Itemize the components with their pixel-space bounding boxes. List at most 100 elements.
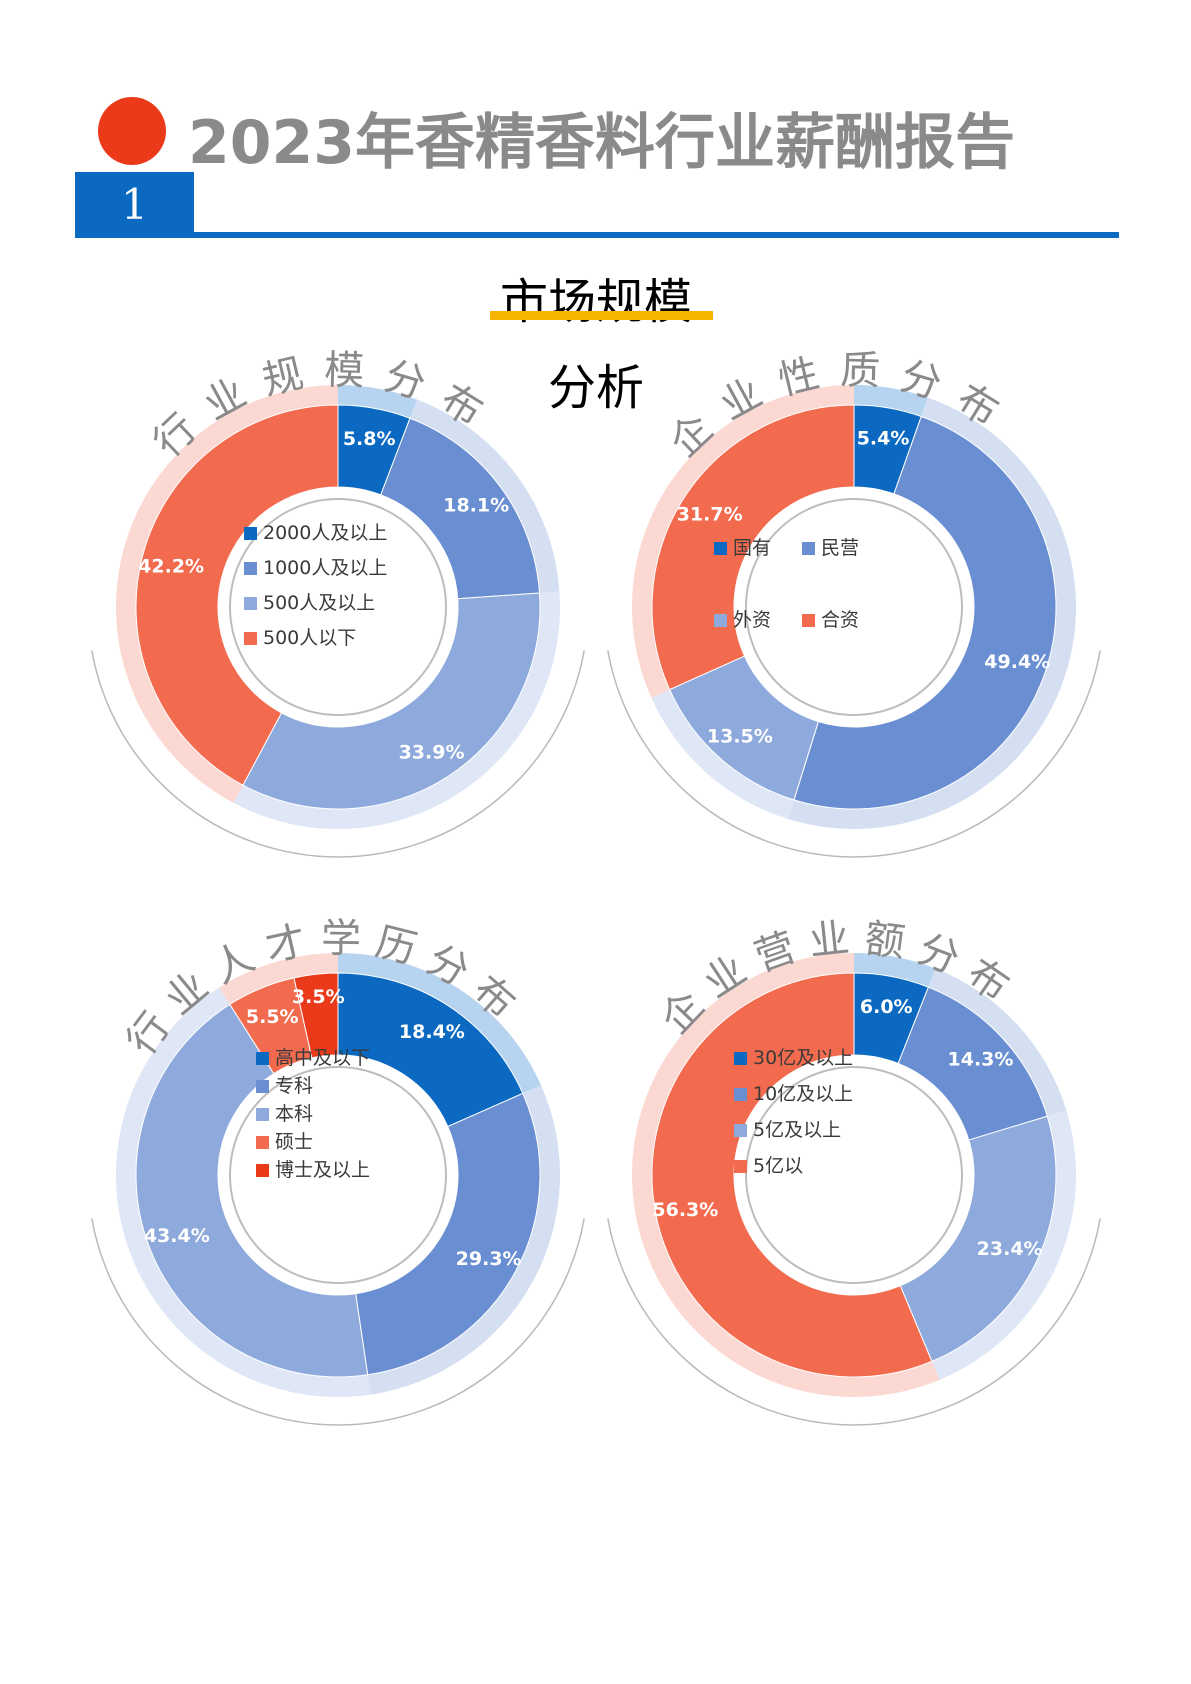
legend-swatch [256,1136,269,1149]
data-label-3: 13.5% [707,726,773,748]
data-label-4: 42.2% [138,555,204,577]
legend-swatch [734,1160,747,1173]
data-label-2: 29.3% [456,1248,522,1270]
legend-swatch [256,1052,269,1065]
chart-enterprise-nature: 5.4% 49.4% 13.5% 31.7% 企业性质分布 国有 民营 外资 合资 [584,345,1124,865]
legend-swatch [802,614,815,627]
legend-swatch [714,542,727,555]
data-label-3: 33.9% [399,741,465,763]
legend-label: 博士及以上 [275,1159,371,1181]
donut-hole [218,1055,458,1295]
data-label-3: 43.4% [144,1225,210,1247]
legend-swatch [244,597,257,610]
report-title: 2023年香精香料行业薪酬报告 [188,108,1015,178]
legend-swatch [256,1108,269,1121]
data-label-4: 56.3% [652,1199,718,1221]
chart-industry-scale-svg: 5.8%18.1%33.9%42.2%行业规模分布 [91,348,585,858]
legend-label: 500人及以上 [263,592,376,614]
chart-enterprise-revenue: 6.0% 14.3% 23.4% 56.3% 企业营业额分布 30亿及以上 10亿及以上 5… [584,913,1124,1433]
legend-label: 国有 [733,537,772,559]
inner-ring [229,1066,447,1284]
data-label-2: 14.3% [948,1048,1014,1070]
legend-item: 10亿及以上 [734,1083,853,1105]
legend-label: 硕士 [275,1131,314,1153]
legend-label: 民营 [821,537,860,559]
halo-segment-4 [219,958,295,1007]
chart-title-char: 性 [774,350,824,404]
legend-item: 本科 [256,1103,313,1125]
title-bullet-dot [98,97,166,165]
data-label-4: 31.7% [677,503,743,525]
section-title-highlight [490,311,713,320]
inner-ring [745,498,963,716]
legend-item: 500人以下 [244,627,356,649]
halo-segment-4 [632,385,854,698]
donut-hole [734,487,974,727]
legend-swatch [802,542,815,555]
section-number-tab: 1 [75,172,194,238]
legend-label: 2000人及以上 [263,522,388,544]
halo-segment-3 [233,591,560,829]
legend-swatch [734,1124,747,1137]
legend-item: 硕士 [256,1131,313,1153]
chart-title-char: 质 [840,348,881,395]
legend-item: 专科 [256,1075,313,1097]
chart-title-char: 才 [261,918,310,972]
outer-frame-arc [607,650,1101,858]
legend-swatch [256,1164,269,1177]
section-divider-line [75,232,1119,238]
legend-swatch [256,1080,269,1093]
legend-swatch [714,614,727,627]
legend-swatch [244,527,257,540]
legend-label: 500人以下 [263,627,357,649]
chart-enterprise-revenue-svg: 6.0%14.3%23.4%56.3%企业营业额分布 [607,915,1101,1426]
inner-ring [229,498,447,716]
inner-ring [745,1066,963,1284]
legend-item: 500人及以上 [244,592,375,614]
legend-swatch [244,632,257,645]
chart-talent-education: 18.4% 29.3% 43.4% 5.5% 3.5% 行业人才学历分布 高中及以下 专科本… [68,913,608,1433]
chart-talent-education-svg: 18.4%29.3%43.4%5.5%3.5%行业人才学历分布 [91,916,585,1426]
legend-label: 5亿以 [753,1155,804,1177]
data-label-1: 5.4% [857,427,910,449]
data-label-4: 5.5% [246,1006,299,1028]
legend-item: 1000人及以上 [244,557,387,579]
legend-swatch [734,1052,747,1065]
legend-label: 高中及以下 [275,1047,371,1069]
legend-label: 30亿及以上 [753,1047,854,1069]
legend-item: 博士及以上 [256,1159,370,1181]
chart-title-char: 学 [321,916,362,963]
section-subtitle: 分析 [548,360,645,416]
chart-title-char: 额 [862,916,908,967]
legend-swatch [734,1088,747,1101]
chart-enterprise-nature-svg: 5.4%49.4%13.5%31.7%企业性质分布 [607,348,1101,858]
data-label-5: 3.5% [292,986,345,1008]
legend-item: 2000人及以上 [244,522,387,544]
chart-title-char: 业 [807,915,852,965]
halo-segment-1 [854,953,936,990]
legend-item: 5亿及以上 [734,1119,841,1141]
legend-item: 30亿及以上 [734,1047,853,1069]
legend-swatch [244,562,257,575]
legend-item: 5亿以 [734,1155,803,1177]
legend-label: 10亿及以上 [753,1083,854,1105]
halo-segment-2 [409,399,560,594]
halo-segment-4 [116,385,338,803]
outer-frame-arc [607,1218,1101,1426]
data-label-1: 18.4% [399,1021,465,1043]
section-title: 市场规模 [500,274,693,330]
outer-frame-arc [91,1218,585,1426]
legend-item: 国有 [714,537,771,559]
chart-title-char: 历 [371,919,421,973]
chart-industry-scale: 5.8% 18.1% 33.9% 42.2% 行业规模分布 2000人及以上 1000人及… [68,345,608,865]
legend-label: 专科 [275,1075,314,1097]
legend-label: 合资 [821,609,860,631]
halo-segment-1 [338,385,418,421]
legend-item: 民营 [802,537,859,559]
section-number: 1 [121,180,148,229]
data-label-1: 6.0% [860,996,913,1018]
halo-segment-1 [338,953,542,1095]
data-label-2: 49.4% [984,651,1050,673]
data-label-1: 5.8% [343,428,396,450]
donut-hole [734,1055,974,1295]
